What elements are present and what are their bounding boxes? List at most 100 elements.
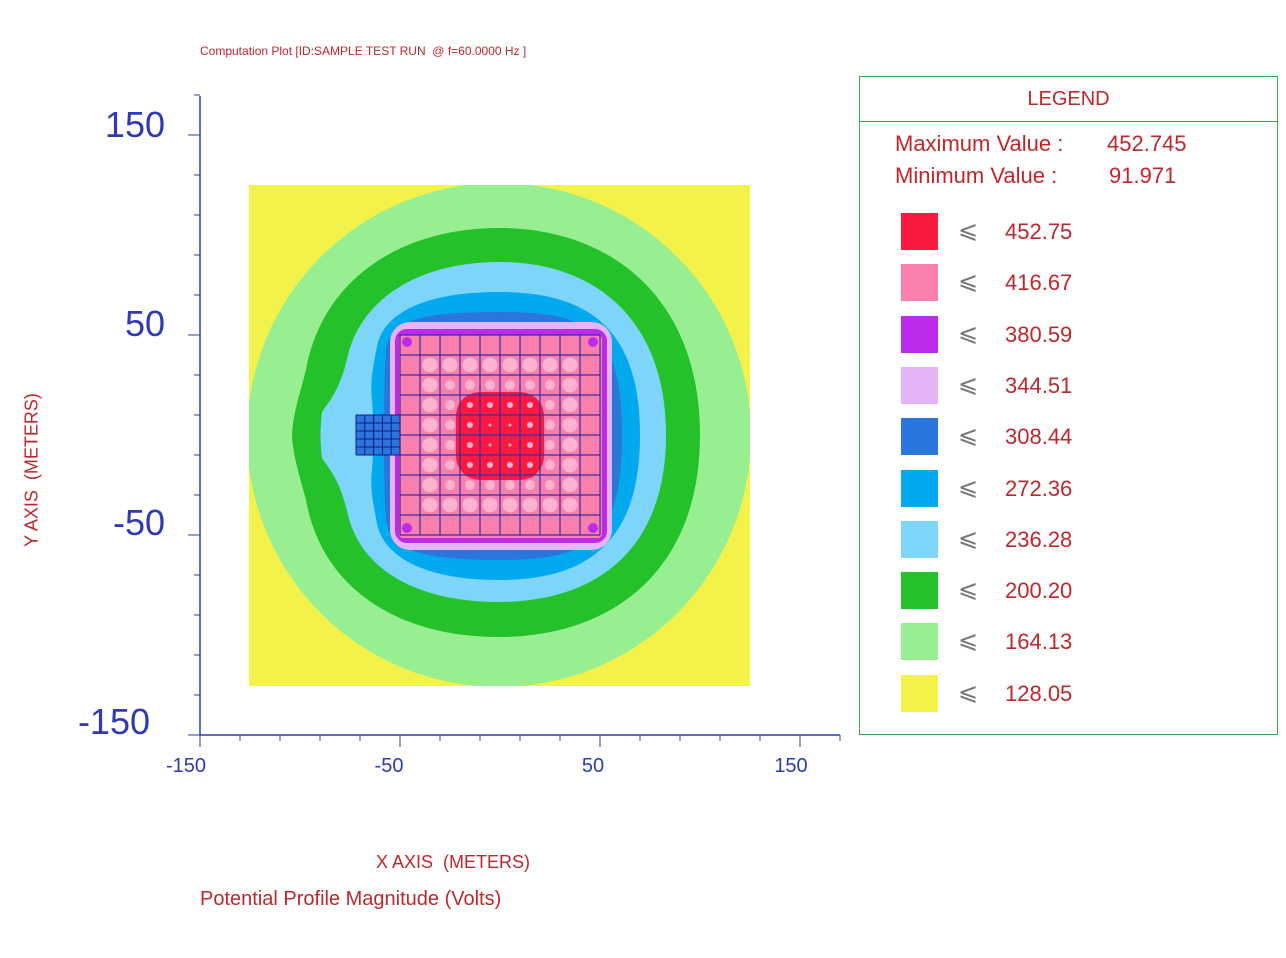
grid-node bbox=[401, 496, 419, 514]
grid-node bbox=[461, 516, 479, 534]
legend-value: 200.20 bbox=[1005, 578, 1073, 604]
grid-node bbox=[562, 497, 578, 513]
legend-swatch bbox=[901, 572, 938, 610]
grid-node bbox=[541, 516, 559, 534]
x-tick-label: -150 bbox=[165, 755, 207, 777]
grid-node bbox=[487, 402, 493, 408]
grid-node bbox=[441, 336, 459, 354]
grid-node bbox=[505, 480, 515, 490]
legend-less-equal-symbol: ⩽ bbox=[958, 422, 979, 450]
grid-node bbox=[508, 423, 512, 427]
legend-value: 452.75 bbox=[1005, 219, 1073, 244]
grid-node bbox=[422, 397, 438, 413]
grid-node bbox=[508, 443, 512, 447]
legend-value: 416.67 bbox=[1005, 270, 1073, 296]
legend-panel: LEGEND Maximum Value : 452.745 Minimum V… bbox=[859, 76, 1278, 735]
legend-less-equal-symbol: ⩽ bbox=[958, 576, 979, 604]
grid-node bbox=[422, 477, 438, 493]
grid-node bbox=[422, 437, 438, 453]
x-tick-label: 50 bbox=[581, 755, 605, 777]
grid-node bbox=[507, 462, 513, 468]
grid-node bbox=[581, 496, 599, 514]
legend-value: 164.13 bbox=[1005, 629, 1073, 655]
legend-swatch bbox=[901, 674, 938, 712]
legend-swatch bbox=[901, 520, 938, 558]
grid-node bbox=[522, 357, 538, 373]
legend-less-equal-symbol: ⩽ bbox=[958, 524, 979, 552]
grid-node bbox=[507, 402, 513, 408]
grid-node bbox=[542, 497, 558, 513]
corner-rod bbox=[402, 337, 412, 347]
legend-swatch bbox=[901, 213, 938, 250]
grid-node bbox=[421, 336, 439, 354]
grid-node bbox=[482, 497, 498, 513]
grid-node bbox=[522, 497, 538, 513]
legend-value: 344.51 bbox=[1005, 372, 1073, 398]
grid-node bbox=[465, 380, 475, 390]
legend-swatch bbox=[901, 264, 938, 302]
grid-node bbox=[422, 497, 438, 513]
legend-value: 272.36 bbox=[1005, 475, 1073, 501]
maximum-label: Maximum Value : bbox=[895, 131, 1064, 156]
grid-node bbox=[401, 356, 419, 374]
legend-value: 236.28 bbox=[1005, 526, 1073, 552]
grid-node bbox=[581, 356, 599, 374]
grid-node bbox=[401, 436, 419, 454]
grid-node bbox=[442, 357, 458, 373]
grid-node bbox=[527, 422, 533, 428]
grid-node bbox=[481, 336, 499, 354]
grid-node bbox=[488, 423, 492, 427]
grid-node bbox=[562, 357, 578, 373]
y-tick-label: 150 bbox=[104, 104, 165, 145]
grid-node bbox=[485, 380, 495, 390]
minimum-value: 91.971 bbox=[1109, 163, 1177, 188]
grid-node bbox=[562, 437, 578, 453]
grid-node bbox=[545, 440, 555, 450]
grid-node bbox=[422, 357, 438, 373]
grid-node bbox=[485, 480, 495, 490]
grid-node bbox=[562, 377, 578, 393]
grid-node bbox=[482, 357, 498, 373]
corner-rod bbox=[588, 337, 598, 347]
grid-node bbox=[545, 400, 555, 410]
corner-rod bbox=[588, 523, 598, 533]
grid-node bbox=[467, 422, 473, 428]
grid-node bbox=[467, 442, 473, 448]
grid-node bbox=[541, 336, 559, 354]
grid-node bbox=[525, 480, 535, 490]
grid-node bbox=[445, 440, 455, 450]
grid-node bbox=[445, 400, 455, 410]
grid-node bbox=[581, 396, 599, 414]
legend-value: 128.05 bbox=[1005, 680, 1073, 706]
grid-node bbox=[462, 357, 478, 373]
grid-node bbox=[445, 460, 455, 470]
minimum-label: Minimum Value : bbox=[895, 163, 1058, 188]
grid-node bbox=[542, 357, 558, 373]
legend-less-equal-symbol: ⩽ bbox=[958, 473, 979, 501]
grid-node bbox=[562, 477, 578, 493]
y-tick-label: 50 bbox=[124, 303, 165, 344]
grid-node bbox=[561, 516, 579, 534]
grid-node bbox=[502, 497, 518, 513]
grid-node bbox=[545, 380, 555, 390]
grid-node bbox=[501, 516, 519, 534]
grid-node bbox=[562, 417, 578, 433]
legend-less-equal-symbol: ⩽ bbox=[958, 268, 979, 296]
legend-less-equal-symbol: ⩽ bbox=[958, 678, 979, 706]
grid-node bbox=[461, 336, 479, 354]
legend-title: LEGEND bbox=[860, 77, 1277, 122]
grid-node bbox=[581, 376, 599, 394]
legend-less-equal-symbol: ⩽ bbox=[958, 217, 979, 244]
y-axis-label: Y AXIS (METERS) bbox=[21, 393, 42, 547]
grid-node bbox=[445, 480, 455, 490]
grid-node bbox=[581, 436, 599, 454]
grid-node bbox=[441, 516, 459, 534]
grid-node bbox=[467, 462, 473, 468]
grid-node bbox=[401, 416, 419, 434]
chart-subtitle: Potential Profile Magnitude (Volts) bbox=[200, 888, 502, 910]
legend-less-equal-symbol: ⩽ bbox=[958, 370, 979, 398]
grid-node bbox=[488, 443, 492, 447]
legend-less-equal-symbol: ⩽ bbox=[958, 319, 979, 347]
grid-node bbox=[422, 377, 438, 393]
legend-swatch bbox=[901, 623, 938, 661]
